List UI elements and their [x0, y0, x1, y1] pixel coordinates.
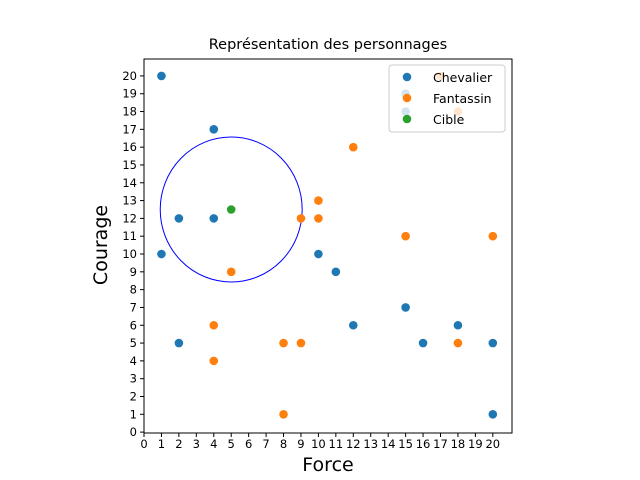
y-tick-label: 8: [130, 283, 137, 297]
x-tick-label: 19: [468, 437, 483, 451]
y-tick-label: 13: [122, 194, 137, 208]
x-tick-label: 15: [398, 437, 413, 451]
point-chevalier: [418, 338, 428, 348]
x-tick-label: 13: [363, 437, 378, 451]
x-tick-label: 4: [210, 437, 217, 451]
point-fantassin: [314, 196, 323, 205]
point-chevalier: [174, 338, 184, 348]
y-tick-label: 5: [130, 336, 137, 350]
point-fantassin: [348, 142, 358, 152]
y-tick-label: 3: [130, 372, 137, 386]
plot-area: [157, 71, 498, 419]
x-tick-label: 3: [193, 437, 200, 451]
x-tick-label: 0: [140, 437, 147, 451]
legend-marker-cible: [402, 114, 412, 124]
selection-circle: [159, 136, 303, 283]
x-tick-label: 12: [346, 437, 361, 451]
point-chevalier: [157, 71, 166, 81]
point-chevalier: [314, 249, 323, 259]
x-tick-label: 7: [262, 437, 269, 451]
legend-label-fantassin: Fantassin: [433, 91, 492, 106]
point-cible: [226, 205, 236, 214]
y-tick-label: 11: [122, 229, 137, 243]
chart-title: Représentation des personnages: [209, 37, 447, 53]
point-chevalier: [488, 338, 498, 348]
point-fantassin: [209, 320, 219, 330]
y-tick-label: 18: [122, 105, 137, 119]
point-chevalier: [209, 214, 219, 223]
point-fantassin: [279, 338, 288, 348]
y-tick-label: 17: [122, 122, 137, 136]
x-axis-label: Force: [302, 454, 353, 476]
axes-frame: [143, 58, 513, 434]
point-fantassin: [296, 214, 306, 223]
x-tick-label: 18: [451, 437, 466, 451]
y-tick-label: 19: [122, 87, 137, 101]
x-tick-label: 20: [485, 437, 500, 451]
x-tick-label: 1: [158, 437, 165, 451]
x-tick-label: 8: [280, 437, 287, 451]
legend: Chevalier Fantassin Cible: [388, 64, 506, 133]
point-chevalier: [331, 267, 341, 277]
y-tick-label: 15: [122, 158, 137, 172]
legend-box: [388, 64, 506, 133]
y-axis-label: Courage: [90, 205, 112, 285]
x-tick-label: 10: [311, 437, 326, 451]
y-tick-label: 2: [130, 389, 137, 403]
legend-marker-chevalier: [402, 72, 412, 82]
point-chevalier: [401, 303, 410, 312]
x-tick-label: 16: [416, 437, 431, 451]
y-tick-label: 10: [122, 247, 137, 261]
point-fantassin: [226, 267, 236, 277]
point-fantassin: [296, 338, 306, 348]
legend-label-chevalier: Chevalier: [433, 70, 493, 85]
axes: 0 1 2 3 4 5 6 7 8 9 10 11 12 13 14 15 16 17 18 19 2001234567…: [122, 58, 513, 451]
point-fantassin: [279, 410, 288, 419]
point-chevalier: [488, 410, 498, 419]
y-tick-label: 7: [130, 300, 137, 314]
x-tick-label: 11: [329, 437, 344, 451]
y-tick-label: 1: [130, 407, 137, 421]
y-tick-label: 20: [122, 69, 137, 83]
x-tick-label: 6: [245, 437, 252, 451]
legend-marker-fantassin: [402, 93, 412, 103]
y-tick-label: 0: [130, 425, 137, 439]
x-tick-label: 14: [381, 437, 396, 451]
point-chevalier: [348, 320, 358, 330]
y-tick-label: 4: [130, 354, 137, 368]
legend-label-cible: Cible: [433, 112, 465, 127]
point-fantassin: [401, 231, 410, 241]
point-fantassin: [488, 231, 498, 241]
point-fantassin: [314, 214, 323, 223]
y-tick-label: 16: [122, 140, 137, 154]
y-tick-label: 12: [122, 211, 137, 225]
point-chevalier: [209, 125, 219, 134]
point-chevalier: [453, 320, 463, 330]
x-tick-label: 2: [175, 437, 182, 451]
y-tick-label: 6: [130, 318, 137, 332]
point-fantassin: [453, 338, 463, 348]
point-chevalier: [157, 249, 166, 259]
point-fantassin: [209, 356, 219, 366]
y-tick-label: 9: [130, 265, 137, 279]
x-tick-label: 5: [228, 437, 235, 451]
x-tick-label: 17: [433, 437, 448, 451]
point-chevalier: [174, 214, 184, 223]
y-tick-label: 14: [122, 176, 137, 190]
x-tick-label: 9: [297, 437, 304, 451]
